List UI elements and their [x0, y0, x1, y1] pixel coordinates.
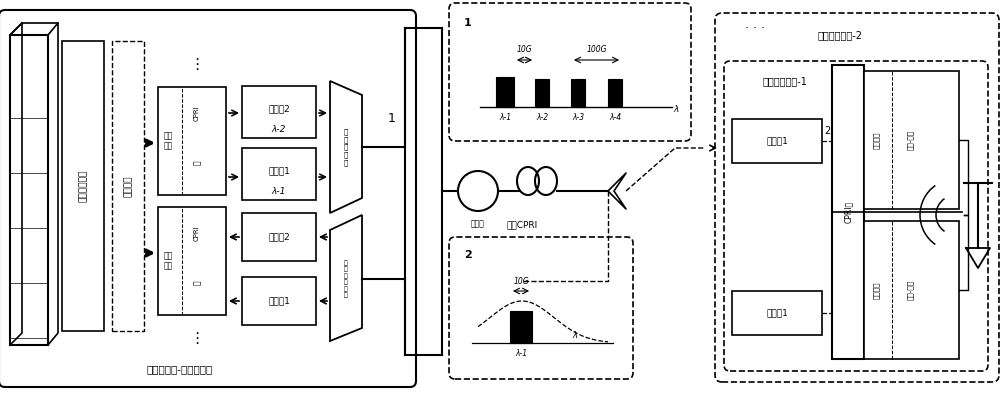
Polygon shape — [330, 215, 362, 341]
Bar — [864, 71, 959, 209]
Bar — [158, 207, 226, 315]
Text: 发射机1: 发射机1 — [766, 309, 788, 318]
Text: CPRI帧: CPRI帧 — [844, 201, 852, 223]
Bar — [510, 311, 532, 343]
Bar — [608, 79, 622, 107]
Circle shape — [458, 171, 498, 211]
Bar — [242, 86, 316, 138]
Text: 发射机1: 发射机1 — [268, 166, 290, 175]
Text: λ: λ — [572, 332, 578, 341]
Text: 2: 2 — [824, 126, 830, 136]
Text: 10G: 10G — [513, 276, 529, 285]
Bar — [242, 213, 316, 261]
Text: 联合基带处理: 联合基带处理 — [78, 170, 88, 202]
Text: 编: 编 — [192, 280, 202, 285]
Text: 矢量信号: 矢量信号 — [124, 175, 132, 197]
Text: 发射机2: 发射机2 — [268, 104, 290, 114]
Text: 射频-基带: 射频-基带 — [907, 280, 913, 300]
Text: λ-3: λ-3 — [572, 112, 584, 121]
Bar — [732, 291, 822, 335]
Text: ⋮: ⋮ — [189, 58, 205, 73]
FancyBboxPatch shape — [449, 237, 633, 379]
Text: λ-2: λ-2 — [272, 125, 286, 133]
Bar — [732, 119, 822, 163]
Text: 数模转换: 数模转换 — [873, 131, 879, 149]
Text: 基带单元池-光线路终端: 基带单元池-光线路终端 — [147, 364, 213, 374]
FancyBboxPatch shape — [0, 10, 416, 387]
Bar — [62, 41, 104, 331]
Text: 接收机2: 接收机2 — [268, 233, 290, 241]
Text: λ-1: λ-1 — [272, 187, 286, 195]
Text: 1: 1 — [464, 18, 472, 28]
Text: 编: 编 — [192, 161, 202, 165]
Text: 环形器: 环形器 — [471, 220, 485, 229]
FancyBboxPatch shape — [449, 3, 691, 141]
Text: 接收机1: 接收机1 — [268, 297, 290, 305]
Bar — [535, 79, 549, 107]
Text: 模数转换: 模数转换 — [873, 281, 879, 299]
FancyBboxPatch shape — [724, 61, 988, 371]
Bar — [832, 65, 864, 359]
Text: 解
波
形
复
用
器: 解 波 形 复 用 器 — [344, 260, 348, 298]
Text: 射频拉远单元-2: 射频拉远单元-2 — [818, 30, 862, 40]
FancyBboxPatch shape — [715, 13, 999, 382]
Text: 10G: 10G — [516, 44, 532, 54]
Text: · · ·: · · · — [745, 21, 765, 35]
Text: 2: 2 — [464, 250, 472, 260]
Bar — [864, 221, 959, 359]
Bar — [242, 277, 316, 325]
Text: 100G: 100G — [587, 44, 607, 54]
Text: λ: λ — [673, 106, 679, 114]
Bar — [242, 148, 316, 200]
Text: 波
形
复
用
器: 波 形 复 用 器 — [344, 129, 348, 166]
Text: λ-1: λ-1 — [499, 112, 511, 121]
Bar — [496, 77, 514, 107]
Text: 数模
转换: 数模 转换 — [163, 251, 173, 271]
Bar — [571, 79, 585, 107]
Text: CPRI: CPRI — [194, 105, 200, 121]
Bar — [112, 41, 144, 331]
Text: 射频拉远单元-1: 射频拉远单元-1 — [763, 76, 807, 86]
Bar — [158, 87, 226, 195]
Text: λ-1: λ-1 — [515, 349, 527, 359]
Text: λ-2: λ-2 — [536, 112, 548, 121]
Text: 数模
转换: 数模 转换 — [163, 131, 173, 151]
Text: 1: 1 — [388, 112, 396, 125]
Bar — [10, 35, 48, 345]
Polygon shape — [330, 81, 362, 213]
Text: ⋮: ⋮ — [189, 330, 205, 345]
Text: 基带-射频: 基带-射频 — [907, 130, 913, 150]
Text: 光载CPRI: 光载CPRI — [506, 220, 538, 229]
Text: CPRI: CPRI — [194, 225, 200, 241]
Text: λ-4: λ-4 — [609, 112, 621, 121]
Text: 接收机1: 接收机1 — [766, 137, 788, 145]
